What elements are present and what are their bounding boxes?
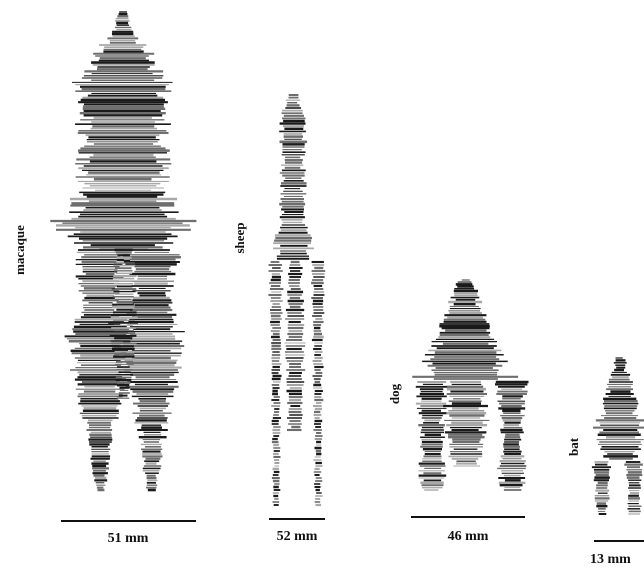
macaque-spinal-cord-drawing: [50, 11, 197, 492]
panel-dog: dog 46 mm: [387, 279, 529, 544]
dog-spinal-cord-drawing: [412, 279, 529, 491]
sheep-spinal-cord-drawing: [268, 94, 326, 507]
scale-label-dog: 46 mm: [448, 529, 489, 544]
panel-sheep: sheep 52 mm: [232, 94, 326, 544]
scale-label-bat: 13 mm: [590, 552, 631, 567]
scale-label-sheep: 52 mm: [277, 529, 318, 544]
panel-macaque: macaque 51 mm: [12, 11, 197, 546]
scale-label-macaque: 51 mm: [108, 531, 149, 546]
species-label-bat: bat: [566, 437, 581, 456]
species-label-macaque: macaque: [12, 225, 27, 275]
species-label-dog: dog: [387, 383, 402, 404]
panel-bat: bat 13 mm: [566, 357, 644, 567]
bat-spinal-cord-drawing: [591, 357, 644, 515]
species-label-sheep: sheep: [232, 222, 247, 253]
